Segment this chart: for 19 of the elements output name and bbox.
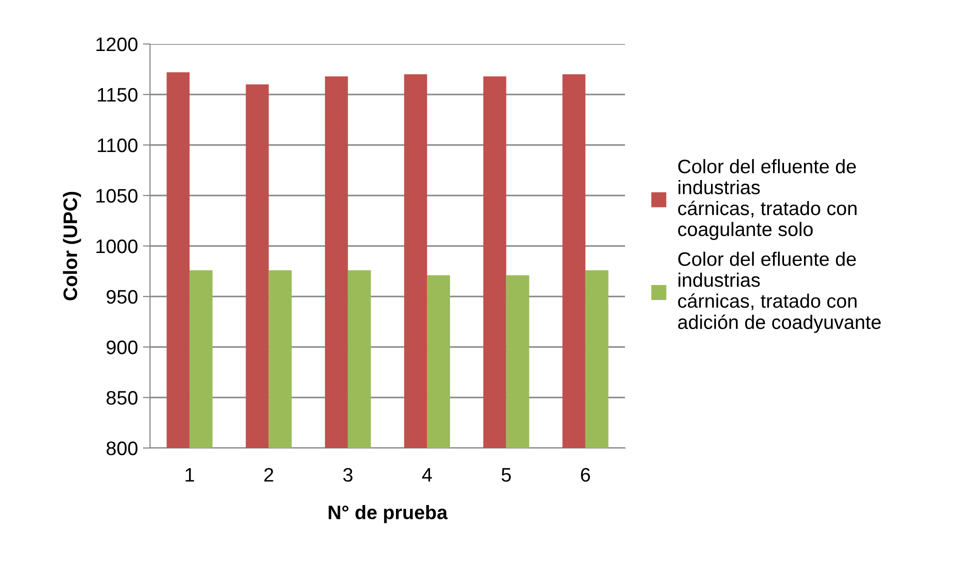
- x-tick-label: 5: [502, 468, 511, 482]
- x-tick-label: 3: [343, 468, 352, 482]
- y-tick-label: 850: [106, 390, 138, 405]
- y-tick-label: 900: [106, 340, 138, 354]
- x-tick-label: 4: [422, 468, 432, 482]
- y-tick-label: 800: [106, 441, 138, 456]
- y-tick-label: 1200: [96, 37, 138, 52]
- legend-label: Color del efluente de industrias cárnicas, tratado con adición de coadyuvante: [678, 252, 881, 333]
- y-tick-label: 1000: [96, 239, 138, 254]
- x-tick-label: 6: [581, 468, 590, 482]
- y-tick-label: 1150: [98, 88, 138, 102]
- y-axis-title: Color (UPC): [62, 192, 82, 300]
- x-axis-title: N° de prueba: [328, 505, 448, 524]
- x-tick-label: 1: [186, 468, 194, 482]
- y-tick-label: 1100: [98, 138, 138, 152]
- y-tick-label: 950: [106, 290, 138, 304]
- x-tick-label: 2: [264, 468, 274, 482]
- y-tick-label: 1050: [96, 188, 138, 203]
- legend-label: Color del efluente de industrias cárnicas, tratado con coagulante solo: [678, 159, 857, 240]
